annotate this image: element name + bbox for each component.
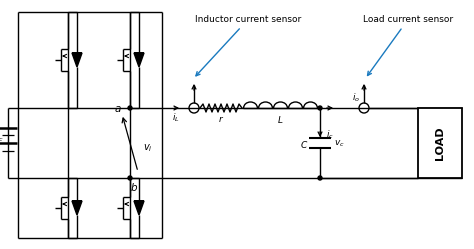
Text: $C$: $C$ bbox=[300, 138, 308, 149]
Text: $v_i$: $v_i$ bbox=[143, 142, 153, 154]
Text: Inductor current sensor: Inductor current sensor bbox=[195, 15, 301, 76]
Polygon shape bbox=[134, 53, 144, 67]
Polygon shape bbox=[72, 201, 82, 215]
Text: $i_c$: $i_c$ bbox=[326, 129, 334, 141]
Text: $V_{dc}$: $V_{dc}$ bbox=[0, 132, 4, 144]
Text: $i_o$: $i_o$ bbox=[352, 92, 360, 104]
Text: LOAD: LOAD bbox=[435, 126, 445, 160]
Polygon shape bbox=[134, 201, 144, 215]
Bar bbox=[418, 108, 462, 178]
Text: $L$: $L$ bbox=[277, 114, 284, 124]
Text: $v_c$: $v_c$ bbox=[334, 139, 345, 149]
Text: $b$: $b$ bbox=[130, 181, 138, 193]
Circle shape bbox=[128, 176, 132, 180]
Text: Load current sensor: Load current sensor bbox=[363, 15, 453, 75]
Text: $i_L$: $i_L$ bbox=[172, 112, 180, 124]
Polygon shape bbox=[72, 53, 82, 67]
Text: $a$: $a$ bbox=[114, 104, 122, 114]
Text: $r$: $r$ bbox=[218, 114, 224, 124]
Circle shape bbox=[318, 106, 322, 110]
Circle shape bbox=[318, 176, 322, 180]
Circle shape bbox=[128, 106, 132, 110]
